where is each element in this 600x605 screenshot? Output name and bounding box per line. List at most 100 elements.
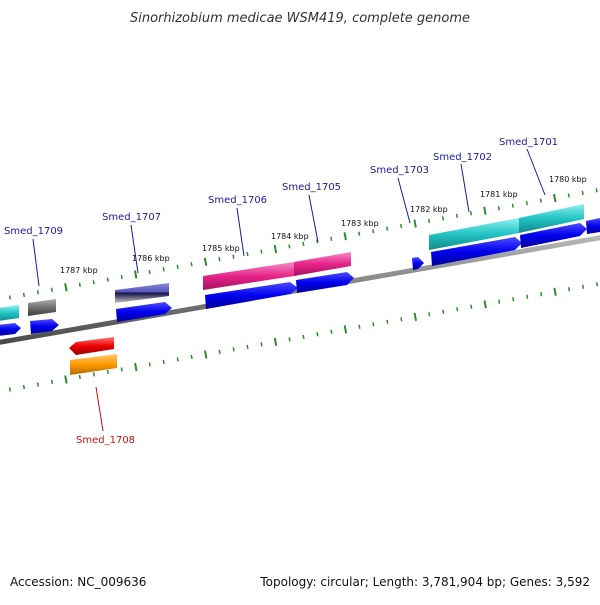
gene-label[interactable]: Smed_1703	[370, 165, 429, 176]
kbp-scale-labels: 1787 kbp 1786 kbp 1785 kbp 1784 kbp 1783…	[60, 175, 587, 275]
minor-tick	[456, 307, 459, 312]
minor-tick	[36, 290, 40, 295]
minor-tick	[92, 280, 95, 285]
minor-tick	[400, 317, 403, 322]
kbp-label: 1781 kbp	[480, 190, 518, 199]
minor-tick	[190, 354, 193, 360]
minor-tick	[581, 284, 585, 289]
major-tick	[134, 362, 138, 372]
leader-line	[130, 224, 139, 274]
minor-tick	[162, 359, 165, 365]
minor-tick	[316, 332, 319, 337]
major-tick	[413, 312, 417, 321]
kbp-label: 1786 kbp	[132, 254, 170, 263]
gene-block-slate[interactable]	[115, 283, 169, 303]
gene-label[interactable]: Smed_1702	[433, 152, 492, 163]
forward-strand-genes	[0, 218, 600, 336]
gene-arrow-blue[interactable]	[116, 302, 172, 322]
gene-block-gray[interactable]	[28, 299, 56, 316]
minor-tick	[218, 257, 221, 262]
gene-arrow-blue[interactable]	[0, 323, 21, 336]
minor-tick	[386, 226, 389, 231]
gene-arrow-red[interactable]	[69, 337, 114, 355]
major-tick	[343, 325, 348, 334]
minor-tick	[22, 292, 26, 298]
minor-tick	[218, 349, 221, 355]
gene-arrow-blue[interactable]	[520, 223, 587, 248]
minor-tick	[36, 382, 40, 387]
gene-label[interactable]: Smed_1705	[282, 182, 341, 193]
minor-tick	[358, 324, 361, 329]
major-tick	[64, 375, 68, 384]
gene-label[interactable]: Smed_1701	[499, 137, 558, 148]
major-tick	[64, 283, 68, 292]
minor-tick	[399, 223, 403, 229]
leader-line	[32, 238, 40, 287]
minor-tick	[525, 200, 528, 206]
gene-label[interactable]: Smed_1707	[102, 212, 161, 223]
minor-tick	[567, 193, 570, 198]
minor-tick	[176, 357, 179, 362]
gene-label-highlight[interactable]: Smed_1708	[76, 435, 135, 446]
gene-label[interactable]: Smed_1706	[208, 195, 267, 206]
minor-tick	[50, 379, 54, 385]
genome-summary-text: Topology: circular; Length: 3,781,904 bp…	[259, 575, 590, 589]
major-tick	[483, 300, 487, 309]
gene-block-cyan[interactable]	[519, 204, 584, 233]
minor-tick	[78, 374, 81, 380]
minor-tick	[470, 304, 473, 309]
minor-tick	[358, 231, 361, 236]
minor-tick	[92, 372, 95, 377]
minor-tick	[78, 282, 81, 287]
gene-block-magenta[interactable]	[203, 262, 294, 290]
minor-tick	[246, 344, 249, 350]
minor-tick	[190, 262, 193, 267]
gene-arrow-blue[interactable]	[205, 282, 298, 309]
gene-label[interactable]: Smed_1709	[4, 226, 63, 237]
major-tick	[273, 244, 278, 254]
kbp-label: 1787 kbp	[60, 266, 98, 275]
minor-tick	[316, 239, 319, 244]
minor-tick	[539, 198, 542, 203]
leader-line	[236, 207, 245, 257]
major-tick	[483, 206, 487, 215]
gene-block-cyan[interactable]	[0, 305, 19, 321]
minor-tick	[595, 282, 599, 287]
minor-tick	[50, 287, 53, 292]
leader-line	[460, 163, 470, 213]
gene-arrow-blue[interactable]	[586, 218, 600, 234]
gene-arrow-blue[interactable]	[296, 272, 354, 293]
gene-arrow-blue[interactable]	[412, 257, 424, 270]
minor-tick	[162, 267, 165, 272]
gene-arrow-blue[interactable]	[30, 319, 59, 334]
leader-line	[397, 177, 411, 224]
leader-line-highlight	[95, 386, 104, 432]
minor-tick	[246, 251, 249, 257]
minor-tick	[232, 254, 235, 259]
minor-tick	[427, 218, 431, 224]
label-leader-lines	[32, 148, 546, 432]
minor-tick	[106, 277, 109, 282]
lower-scale-ticks	[8, 282, 599, 392]
minor-tick	[469, 211, 473, 216]
gene-block-magenta[interactable]	[294, 252, 351, 276]
minor-tick	[497, 206, 500, 211]
minor-tick	[288, 244, 291, 249]
minor-tick	[498, 299, 501, 304]
kbp-label: 1782 kbp	[410, 205, 448, 214]
reverse-strand-genes	[69, 337, 117, 375]
minor-tick	[8, 295, 12, 300]
gene-block-cyan[interactable]	[429, 218, 519, 250]
minor-tick	[148, 269, 151, 275]
minor-tick	[8, 387, 12, 392]
major-tick	[203, 257, 208, 266]
gene-block-orange[interactable]	[70, 354, 117, 375]
minor-tick	[372, 322, 375, 327]
minor-tick	[526, 294, 529, 299]
minor-tick	[22, 384, 26, 390]
kbp-label: 1784 kbp	[271, 232, 309, 241]
kbp-label: 1780 kbp	[549, 175, 587, 184]
gene-arrow-blue[interactable]	[431, 237, 522, 266]
